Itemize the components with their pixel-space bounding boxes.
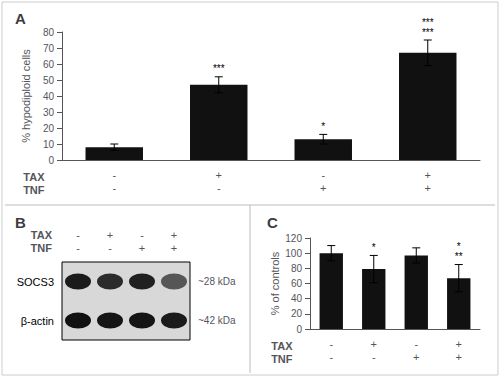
svg-text:+: + — [371, 338, 377, 350]
svg-text:-: - — [414, 338, 418, 350]
svg-text:30: 30 — [43, 107, 55, 118]
svg-text:-: - — [329, 351, 333, 363]
svg-text:60: 60 — [291, 278, 303, 289]
svg-text:0: 0 — [48, 155, 54, 166]
svg-text:A: A — [15, 10, 26, 27]
svg-text:+: + — [216, 169, 222, 181]
svg-text:+: + — [320, 182, 326, 194]
svg-text:50: 50 — [43, 75, 55, 86]
svg-text:B: B — [15, 214, 26, 231]
svg-text:TNF: TNF — [23, 184, 45, 196]
svg-text:-: - — [76, 229, 80, 241]
svg-text:~28 kDa: ~28 kDa — [198, 276, 236, 287]
svg-text:20: 20 — [291, 308, 303, 319]
svg-text:+: + — [456, 351, 462, 363]
svg-text:+: + — [425, 182, 431, 194]
svg-text:TAX: TAX — [23, 171, 45, 183]
svg-text:100: 100 — [285, 248, 302, 259]
svg-text:70: 70 — [43, 43, 55, 54]
svg-text:**: ** — [455, 251, 463, 262]
svg-text:*: * — [372, 242, 376, 253]
svg-text:% hypodiploid cells: % hypodiploid cells — [20, 49, 32, 143]
svg-text:-: - — [372, 351, 376, 363]
svg-text:-: - — [112, 182, 116, 194]
svg-text:+: + — [456, 338, 462, 350]
svg-text:80: 80 — [291, 263, 303, 274]
svg-text:SOCS3: SOCS3 — [17, 276, 54, 288]
svg-text:+: + — [171, 229, 177, 241]
svg-text:***: *** — [213, 63, 225, 74]
svg-text:0: 0 — [296, 324, 302, 335]
svg-text:β-actin: β-actin — [21, 315, 54, 327]
svg-text:-: - — [76, 242, 80, 254]
svg-text:-: - — [112, 169, 116, 181]
svg-text:+: + — [413, 351, 419, 363]
svg-text:40: 40 — [43, 91, 55, 102]
svg-text:TAX: TAX — [271, 340, 293, 352]
svg-text:80: 80 — [43, 27, 55, 38]
svg-text:-: - — [329, 338, 333, 350]
svg-text:% of controls: % of controls — [269, 251, 281, 315]
svg-text:TNF: TNF — [31, 242, 53, 254]
svg-text:+: + — [139, 242, 145, 254]
svg-text:*: * — [321, 121, 325, 132]
svg-text:60: 60 — [43, 59, 55, 70]
svg-text:-: - — [108, 242, 112, 254]
svg-text:10: 10 — [43, 139, 55, 150]
svg-text:TNF: TNF — [271, 353, 293, 365]
svg-text:~42 kDa: ~42 kDa — [198, 315, 236, 326]
svg-text:TAX: TAX — [31, 229, 53, 241]
svg-text:40: 40 — [291, 293, 303, 304]
svg-text:+: + — [107, 229, 113, 241]
svg-text:+: + — [425, 169, 431, 181]
svg-text:+: + — [171, 242, 177, 254]
svg-text:-: - — [217, 182, 221, 194]
svg-text:-: - — [321, 169, 325, 181]
svg-text:20: 20 — [43, 123, 55, 134]
svg-text:***: *** — [422, 27, 434, 38]
svg-text:C: C — [267, 214, 278, 231]
svg-text:-: - — [140, 229, 144, 241]
svg-text:120: 120 — [285, 233, 302, 244]
